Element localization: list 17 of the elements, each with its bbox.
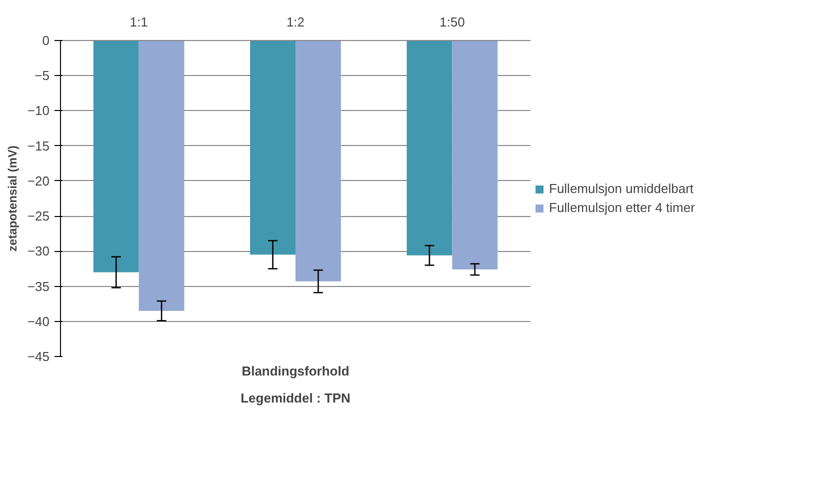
y-tick-label: −25	[27, 208, 50, 224]
x-tick-label: 1:1	[130, 14, 148, 30]
x-tick-label: 1:2	[286, 14, 305, 30]
y-tick-label: −5	[34, 68, 50, 84]
legend-label: Fullemulsjon umiddelbart	[549, 181, 694, 196]
y-tick-label: −45	[27, 349, 50, 364]
x-tick-label: 1:50	[440, 14, 465, 30]
y-tick-label: −10	[27, 103, 50, 118]
x-axis-title: Blandingsforhold Legemiddel : TPN	[240, 364, 350, 406]
y-tick-label: −30	[27, 244, 50, 259]
legend-label: Fullemulsjon etter 4 timer	[549, 200, 695, 215]
y-axis-title: zetapotensial (mV)	[5, 145, 20, 252]
y-tick-label: −35	[27, 278, 50, 294]
y-tick-label: −40	[27, 314, 50, 329]
y-tick-label: −20	[27, 173, 50, 188]
y-tick-label: 0	[42, 33, 50, 48]
y-tick-label: −15	[27, 138, 50, 154]
